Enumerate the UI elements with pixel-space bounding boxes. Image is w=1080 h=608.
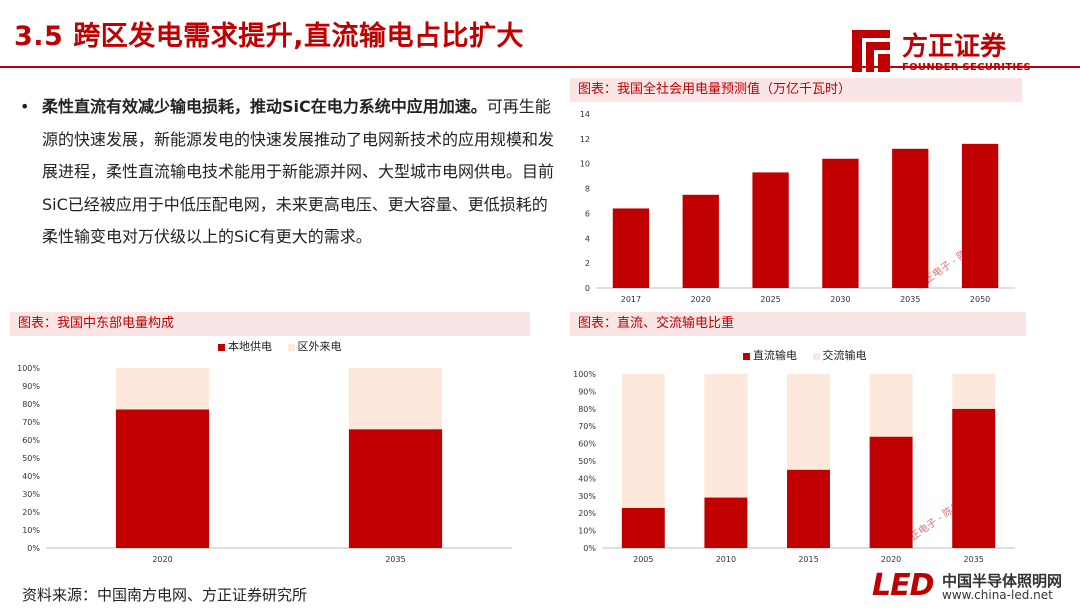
chart-eastcentral-legend: 本地供电 区外来电 (218, 338, 354, 354)
legend-label: 直流输电 (753, 349, 797, 362)
legend-item: 交流输电 (812, 349, 867, 362)
x-tick-label: 2035 (385, 555, 405, 564)
y-tick-label: 100% (573, 370, 596, 379)
title-divider (0, 66, 1080, 68)
bullet-body: 可再生能源的快速发展，新能源发电的快速发展推动了电网新技术的应用规模和发展进程，… (42, 97, 555, 246)
page-title: 3.5 跨区发电需求提升,直流输电占比扩大 (14, 21, 524, 52)
y-tick-label: 70% (22, 418, 40, 427)
chart-dcac: 0% 10% 20% 30% 40% 50% 60% 70% 80% 90% 100% 2005 201… (573, 370, 1015, 564)
x-tick-label: 2020 (691, 295, 711, 304)
x-tick-label: 2030 (830, 295, 850, 304)
legend-swatch (218, 343, 225, 351)
y-tick-label: 10 (580, 160, 590, 169)
founder-logo-icon (852, 30, 890, 72)
y-tick-label: 20% (22, 508, 40, 517)
bar-segment (952, 408, 996, 548)
bar (752, 172, 789, 288)
bar-segment (348, 368, 443, 430)
chart-eastcentral-title: 图表：我国中东部电量构成 (10, 312, 530, 336)
chart-dcac-legend: 直流输电 交流输电 (743, 347, 879, 363)
y-tick-label: 0 (585, 284, 590, 293)
y-tick-label: 60% (22, 436, 40, 445)
chart-dcac-title: 图表：直流、交流输电比重 (570, 312, 1026, 336)
logo-text-en: FOUNDER SECURITIES (902, 62, 1032, 73)
legend-swatch (812, 352, 820, 360)
chart-consumption: 0 2 4 6 8 10 12 14 2017 2020 2025 2030 2035 2050 (580, 110, 1015, 304)
chart-eastcentral: 0% 10% 20% 30% 40% 50% 60% 70% 80% 90% 100% 2020 203… (17, 364, 512, 564)
site-url: www.china-led.net (942, 588, 1053, 602)
bar-segment (952, 374, 996, 409)
x-tick-label: 2020 (881, 555, 901, 564)
chart-consumption-title: 图表：我国全社会用电量预测值（万亿千瓦时） (570, 78, 1022, 102)
logo-text-cn: 方正证券 (902, 32, 1007, 62)
bar-segment (869, 374, 913, 437)
bullet-marker: • (20, 97, 30, 116)
y-tick-label: 10% (22, 526, 40, 535)
bar-segment (115, 409, 210, 548)
y-tick-label: 2 (585, 259, 590, 268)
y-tick-label: 60% (578, 440, 596, 449)
y-tick-label: 0% (583, 544, 596, 553)
x-tick-label: 2035 (964, 555, 984, 564)
y-tick-label: 20% (578, 509, 596, 518)
y-tick-label: 40% (578, 474, 596, 483)
led-logo-text: LED (872, 568, 935, 603)
y-tick-label: 50% (22, 454, 40, 463)
bar (892, 148, 929, 288)
y-tick-label: 90% (22, 382, 40, 391)
y-tick-label: 90% (578, 387, 596, 396)
y-tick-label: 4 (585, 234, 590, 243)
x-tick-label: 2050 (970, 295, 990, 304)
founder-logo: 方正证券 FOUNDER SECURITIES (850, 22, 1060, 80)
legend-label: 本地供电 (228, 340, 272, 353)
bar-segment (869, 436, 913, 548)
y-tick-label: 10% (578, 527, 596, 536)
bar-segment (115, 368, 210, 410)
legend-swatch (287, 343, 295, 351)
x-tick-label: 2035 (900, 295, 920, 304)
bar (612, 208, 650, 288)
legend-swatch (743, 352, 750, 360)
y-tick-label: 100% (17, 364, 40, 373)
y-tick-label: 70% (578, 422, 596, 431)
legend-label: 交流输电 (822, 349, 867, 362)
legend-item: 直流输电 (743, 349, 797, 362)
y-tick-label: 30% (578, 492, 596, 501)
bar-segment (621, 507, 665, 548)
y-tick-label: 6 (585, 209, 590, 218)
x-tick-label: 2010 (716, 555, 736, 564)
y-tick-label: 80% (22, 400, 40, 409)
y-tick-label: 0% (27, 544, 40, 553)
x-tick-label: 2017 (621, 295, 641, 304)
legend-label: 区外来电 (297, 340, 342, 353)
x-tick-label: 2025 (760, 295, 780, 304)
bar (822, 158, 859, 288)
bar-segment (704, 497, 748, 548)
bullet-paragraph: • 柔性直流有效减少输电损耗，推动SiC在电力系统中应用加速。可再生能源的快速发… (20, 91, 560, 254)
y-tick-label: 8 (585, 185, 590, 194)
bar-segment (787, 469, 830, 548)
x-tick-label: 2005 (633, 555, 653, 564)
x-tick-label: 2020 (152, 555, 172, 564)
china-led-logo: LED 中国半导体照明网 www.china-led.net (872, 566, 1080, 608)
legend-item: 区外来电 (287, 340, 342, 353)
bar-segment (704, 374, 748, 498)
bar-segment (348, 429, 443, 548)
y-tick-label: 50% (578, 457, 596, 466)
x-tick-label: 2015 (798, 555, 818, 564)
legend-item: 本地供电 (218, 340, 272, 353)
y-tick-label: 12 (580, 135, 590, 144)
bullet-lead: 柔性直流有效减少输电损耗，推动SiC在电力系统中应用加速。 (42, 97, 487, 116)
source-note: 资料来源：中国南方电网、方正证券研究所 (22, 586, 308, 604)
y-tick-label: 14 (580, 110, 590, 119)
y-tick-label: 80% (578, 405, 596, 414)
y-tick-label: 30% (22, 490, 40, 499)
bar-segment (621, 374, 665, 508)
bar-segment (787, 374, 830, 470)
site-name: 中国半导体照明网 (942, 572, 1063, 590)
bar (682, 194, 719, 288)
bar (961, 143, 999, 288)
y-tick-label: 40% (22, 472, 40, 481)
